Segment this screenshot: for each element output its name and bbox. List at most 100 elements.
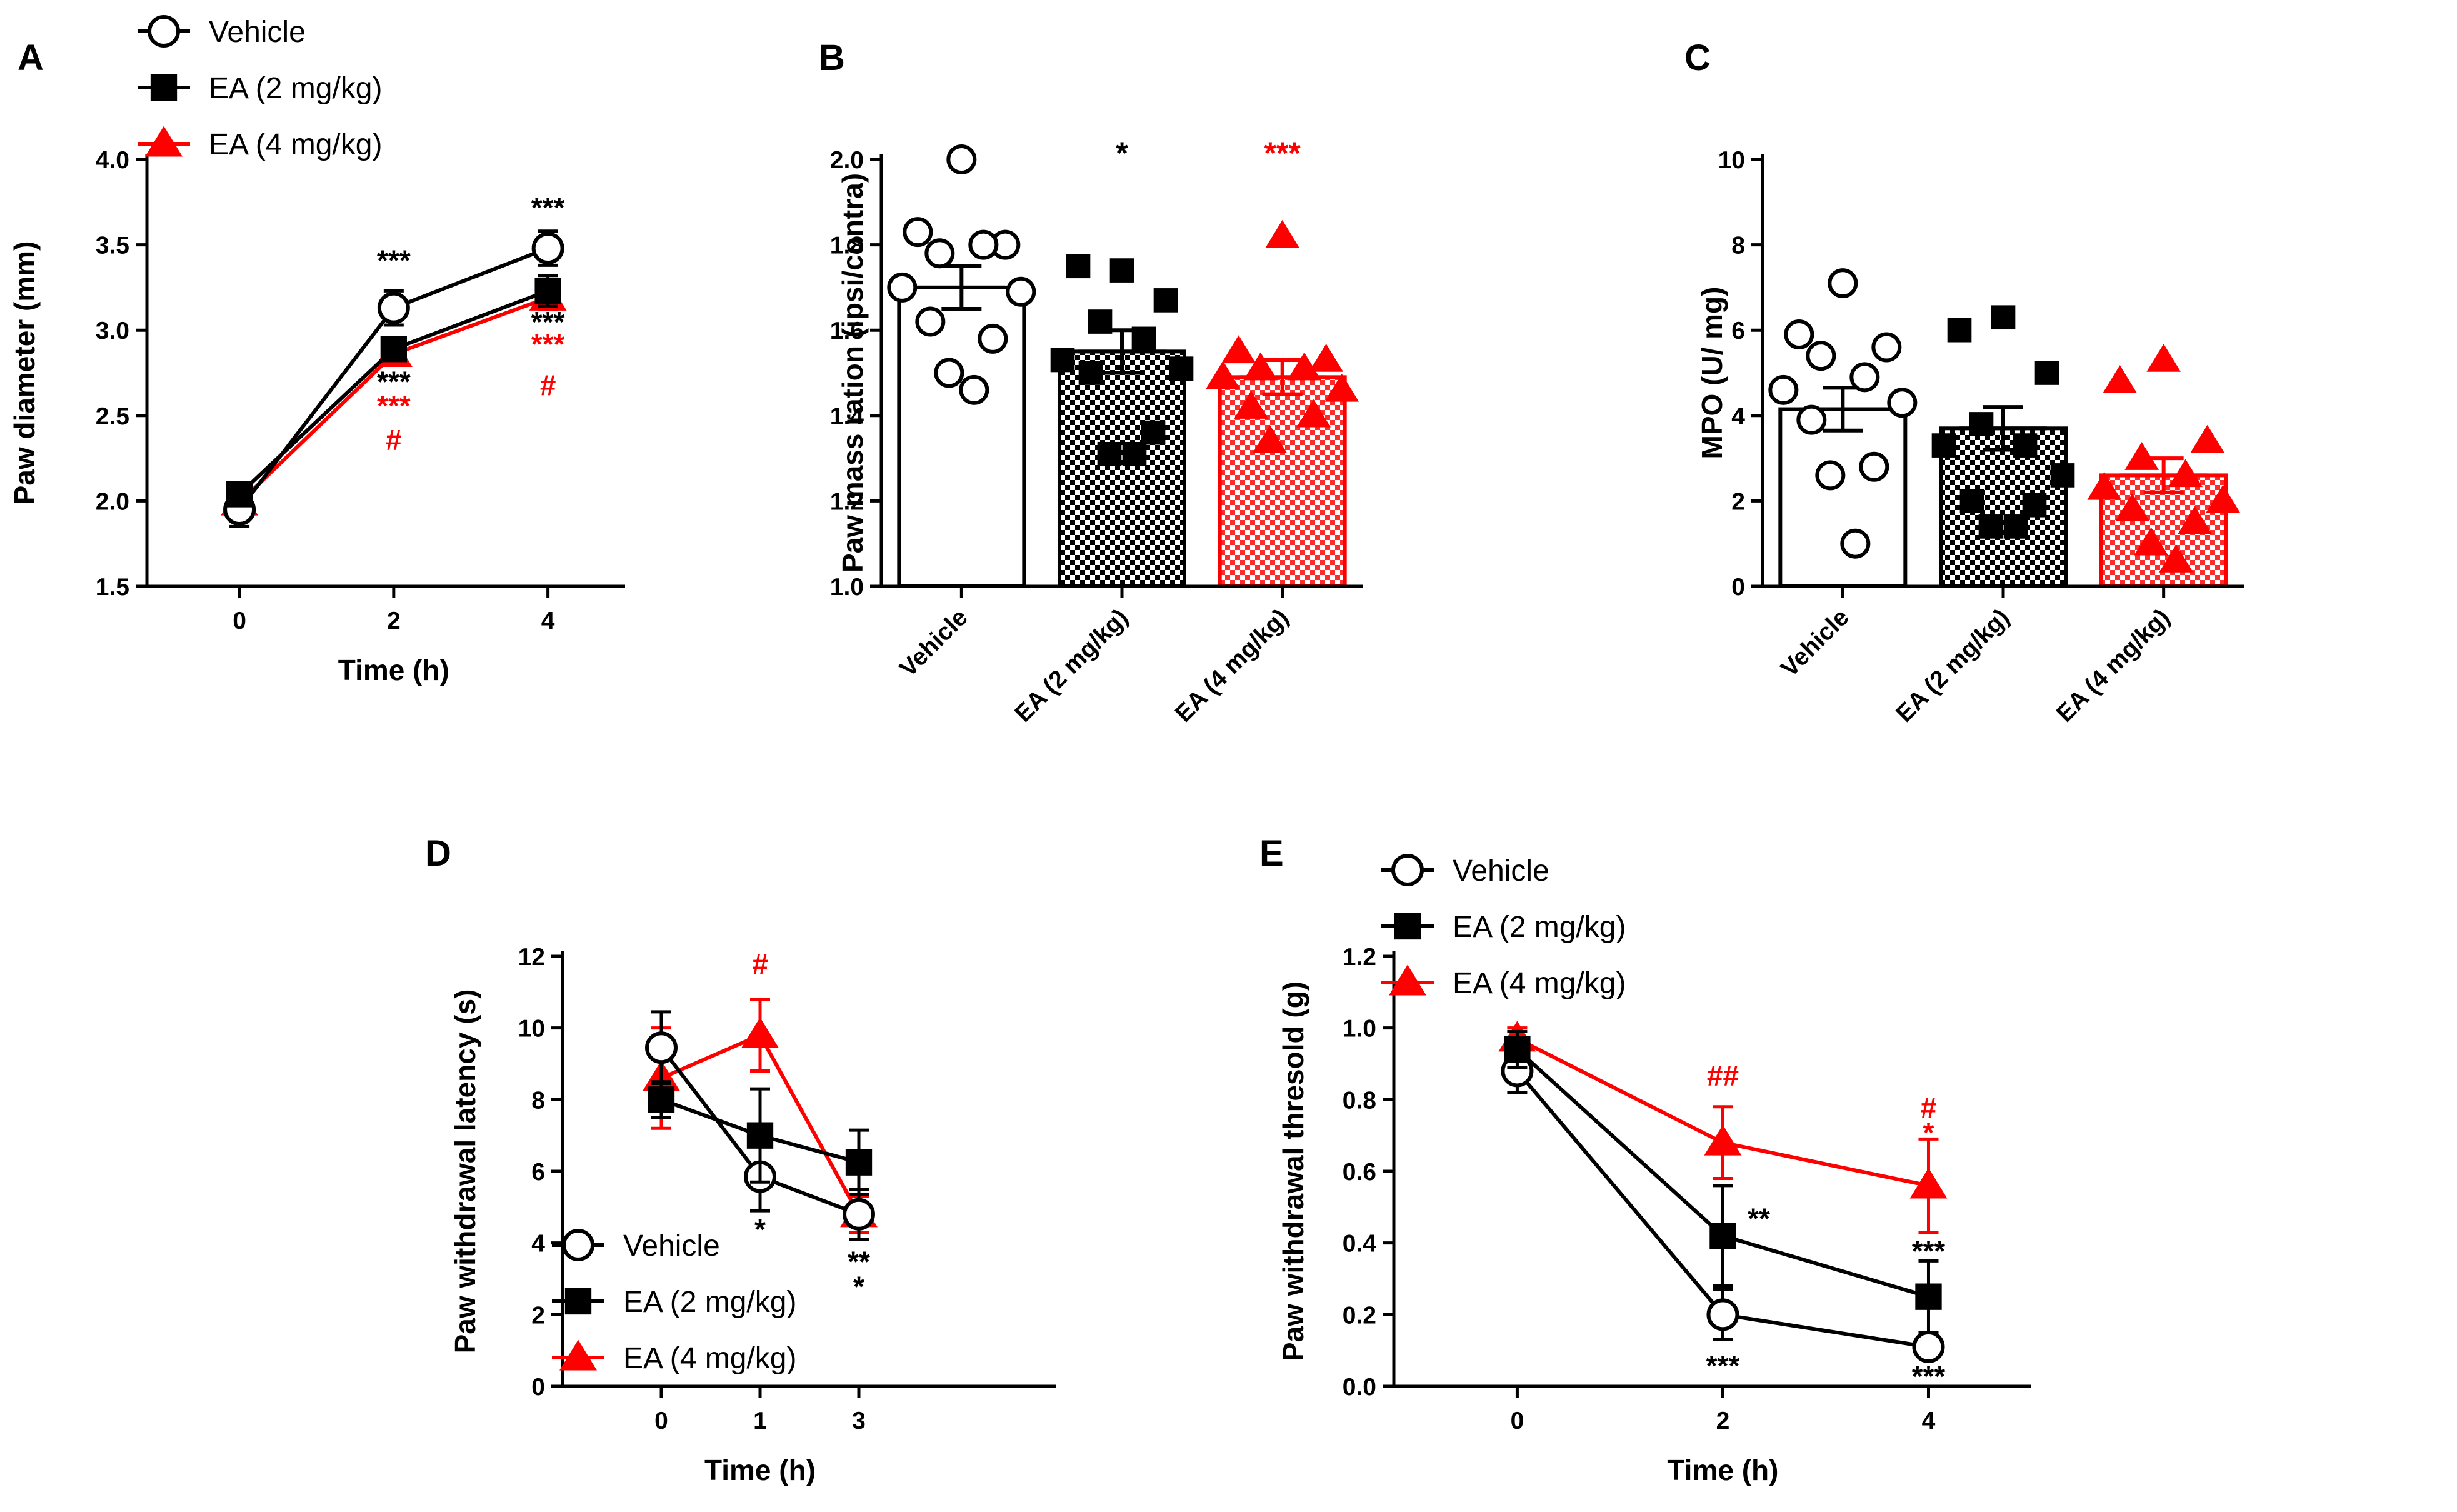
data-point — [1234, 391, 1269, 419]
y-tick-label: 10 — [1718, 147, 1745, 174]
data-point — [1265, 219, 1300, 248]
significance-mark: *** — [1264, 136, 1301, 171]
data-point — [1796, 404, 1827, 435]
x-tick-label: 2 — [1716, 1408, 1730, 1434]
data-point — [2178, 506, 2213, 534]
x-tick-label: EA (2 mg/kg) — [1891, 604, 2014, 728]
y-tick-label: 1.4 — [830, 403, 864, 430]
data-point — [1709, 1223, 1736, 1249]
bar — [1939, 426, 2068, 588]
data-point — [2103, 365, 2138, 393]
data-point — [1221, 335, 1256, 364]
data-point — [1887, 388, 1918, 418]
legend-marker — [1389, 964, 1426, 996]
legend-marker — [148, 15, 180, 48]
data-point — [1871, 332, 1902, 363]
data-point — [1050, 348, 1075, 373]
y-tick-label: 6 — [1731, 318, 1745, 344]
legend-marker — [559, 1339, 597, 1371]
legend-marker — [562, 1229, 594, 1261]
x-tick-label: EA (2 mg/kg) — [1009, 604, 1133, 728]
data-point — [946, 144, 977, 174]
data-point — [1206, 361, 1241, 389]
legend-label: EA (2 mg/kg) — [1453, 911, 1626, 944]
data-point — [2124, 442, 2159, 470]
legend-marker — [1391, 854, 1424, 886]
y-tick-label: 12 — [518, 944, 545, 971]
data-point — [959, 374, 989, 405]
legend: Vehicle EA (2 mg/kg) EA (4 mg/kg) — [1381, 854, 1626, 1000]
y-tick-label: 4.0 — [96, 147, 129, 174]
y-tick-label: 3.5 — [96, 233, 129, 259]
y-tick-label: 2.5 — [96, 403, 129, 430]
data-point — [1296, 399, 1331, 428]
significance-mark: *** — [1706, 1349, 1740, 1382]
data-point — [1806, 341, 1836, 371]
x-tick-label: Vehicle — [894, 604, 973, 682]
legend-marker — [1394, 913, 1421, 940]
legend-label: Vehicle — [623, 1229, 720, 1263]
data-point — [2050, 463, 2075, 488]
data-point — [1243, 352, 1278, 381]
y-tick-label: 0 — [1731, 574, 1745, 601]
data-point — [1153, 288, 1178, 313]
legend-label: EA (2 mg/kg) — [623, 1286, 796, 1319]
data-point — [887, 272, 918, 303]
data-point — [1991, 305, 2016, 330]
data-point — [1131, 326, 1156, 351]
bar — [1058, 349, 1186, 588]
y-tick-label: 1.2 — [1343, 944, 1376, 971]
data-point — [978, 323, 1008, 354]
data-point — [2168, 459, 2203, 488]
data-point — [1947, 318, 1972, 343]
data-point — [648, 1086, 675, 1113]
data-point — [1078, 361, 1103, 385]
data-point — [1859, 451, 1889, 482]
significance-mark: * — [754, 1213, 766, 1246]
y-tick-label: 2 — [531, 1302, 545, 1329]
significance-mark: *** — [1912, 1234, 1946, 1267]
significance-mark: # — [752, 948, 768, 981]
series-ea-2-mg-kg — [648, 1080, 873, 1196]
panel-c: C 0 2 4 6 8 10 MPO (U/ mg) Vehicle EA (2 mg/kg) EA… — [1684, 38, 2244, 728]
legend-label: EA (4 mg/kg) — [623, 1342, 796, 1375]
y-tick-label: 2.0 — [830, 147, 864, 174]
panel-d: D 0 2 4 6 8 10 12 Paw withdrawal latency (s) 0 1 3 T… — [425, 833, 1056, 1486]
data-point — [1504, 1036, 1531, 1063]
x-tick-label: 1 — [753, 1408, 767, 1434]
significance-mark: ## — [1707, 1059, 1739, 1091]
y-tick-label: 1.5 — [96, 574, 129, 601]
data-point — [924, 238, 955, 269]
panel-letter: B — [819, 38, 845, 78]
panel-letter: D — [425, 833, 451, 874]
panel-letter: E — [1259, 833, 1284, 874]
y-tick-label: 2 — [1731, 488, 1745, 515]
y-tick-label: 1.6 — [830, 318, 864, 344]
x-axis-title: Time (h) — [1667, 1454, 1778, 1486]
data-point — [1959, 489, 1984, 513]
data-point — [1909, 1168, 1948, 1199]
x-tick-label: Vehicle — [1776, 604, 1854, 682]
data-point — [2087, 471, 2122, 500]
y-tick-label: 0.2 — [1343, 1302, 1376, 1329]
x-axis-title: Time (h) — [338, 654, 449, 686]
x-tick-label: 0 — [1511, 1408, 1524, 1434]
y-tick-label: 2.0 — [96, 488, 129, 515]
significance-mark: *** — [1912, 1360, 1946, 1393]
significance-mark: *** — [377, 389, 411, 422]
significance-mark: ** — [848, 1246, 870, 1278]
data-point — [534, 278, 561, 304]
bar — [1778, 407, 1908, 588]
data-point — [1309, 343, 1344, 372]
data-point — [843, 1198, 875, 1231]
data-point — [2115, 493, 2150, 521]
x-tick-label: EA (4 mg/kg) — [2051, 604, 2175, 728]
data-point — [2013, 433, 2038, 458]
y-axis-title: Paw mass ration (ipsi/contra) — [836, 173, 869, 573]
significance-mark: # — [540, 369, 556, 401]
significance-mark: *** — [531, 191, 565, 224]
data-point — [1141, 420, 1166, 445]
y-tick-label: 0.6 — [1343, 1159, 1376, 1186]
x-axis-title: Time (h) — [704, 1454, 816, 1486]
